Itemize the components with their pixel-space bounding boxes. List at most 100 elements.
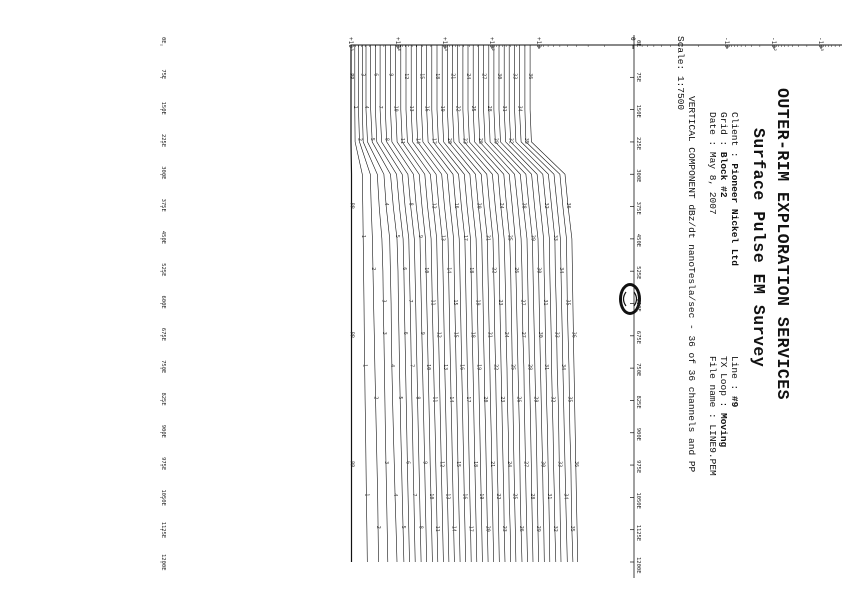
station-tick-label: 825E: [160, 392, 166, 405]
channel-curve: [529, 45, 578, 563]
station-tick-label: 900E: [160, 425, 166, 438]
channel-label: 5: [369, 138, 375, 141]
channel-label: 23: [501, 526, 507, 532]
channel-curve: [375, 45, 410, 563]
channel-label: 9: [388, 73, 394, 76]
channel-label: 2: [373, 396, 379, 399]
channel-label: 20: [482, 396, 488, 402]
channel-label: 8: [415, 396, 421, 399]
channel-curve: [503, 45, 551, 563]
channel-label: 25: [507, 235, 513, 241]
channel-label: 33: [512, 73, 518, 79]
channel-label: 29: [529, 235, 535, 241]
channel-label: 14: [446, 267, 452, 273]
channel-label: PP: [349, 332, 355, 338]
value-tick-label: -10²: [770, 37, 777, 51]
channel-label: 24: [503, 332, 509, 338]
channel-label: 15: [455, 461, 461, 467]
channel-label: 20: [475, 203, 481, 209]
station-tick-label: 300E: [160, 166, 166, 179]
channel-curve: [390, 45, 427, 563]
channel-label: 34: [563, 493, 569, 499]
channel-curve: [447, 45, 489, 563]
channel-label: 15: [453, 332, 459, 338]
channel-label: 25: [509, 364, 515, 370]
station-tick-label: 975E: [160, 457, 166, 470]
channel-label: 6: [372, 73, 378, 76]
channel-label: 36: [565, 203, 571, 209]
channel-label: 24: [465, 73, 471, 79]
channel-label: 16: [459, 364, 465, 370]
channel-label: 26: [518, 526, 524, 532]
channel-label: 22: [491, 267, 497, 273]
station-tick-label-right: 600E: [635, 299, 641, 312]
channel-label: 19: [439, 106, 445, 112]
logo-mark: [622, 291, 638, 307]
channel-curve: [354, 45, 368, 563]
channel-label: 12: [436, 332, 442, 338]
channel-curve: [361, 45, 389, 563]
channel-label: 16: [453, 203, 459, 209]
channel-label: 24: [506, 461, 512, 467]
station-tick-label-right: 1125E: [635, 525, 641, 542]
channel-curve: [421, 45, 461, 563]
station-tick-label: 225E: [160, 134, 166, 147]
station-tick-label: 1050E: [160, 489, 166, 506]
channel-label: 13: [445, 493, 451, 499]
station-tick-label: 375E: [160, 199, 166, 212]
channel-label: 13: [442, 364, 448, 370]
channel-label: 27: [520, 332, 526, 338]
channel-label: 4: [383, 203, 389, 206]
channel-curve: [457, 45, 500, 563]
value-tick-label: -10: [723, 37, 730, 48]
value-tick-label: -10³: [817, 37, 824, 51]
station-tick-label: 75E: [160, 69, 166, 79]
station-tick-label: 750E: [160, 360, 166, 373]
channel-label: 35: [523, 138, 529, 144]
channel-label: 6: [401, 267, 407, 270]
channel-label: 32: [549, 396, 555, 402]
value-tick-label: +10²: [488, 37, 495, 51]
channel-label: 31: [542, 300, 548, 306]
channel-label: 19: [478, 493, 484, 499]
channel-label: 27: [481, 73, 487, 79]
station-tick-label: 675E: [160, 328, 166, 341]
channel-label: 28: [520, 203, 526, 209]
channel-curve: [358, 45, 379, 563]
channel-label: 36: [527, 73, 533, 79]
channel-label: 28: [526, 364, 532, 370]
station-tick-label: 1200E: [160, 554, 166, 571]
channel-label: 28: [486, 106, 492, 112]
channel-label: 7: [407, 300, 413, 303]
value-tick-label: +10: [535, 37, 542, 48]
channel-label: 9: [419, 332, 425, 335]
station-tick-label: 600E: [160, 296, 166, 309]
channel-curve: [472, 45, 517, 563]
channel-label: 11: [434, 526, 440, 532]
channel-curve: [384, 45, 422, 563]
axis-layer: -10⁵-10⁴-10³-10²-100+10+10²+10³+10⁴+10⁵0…: [160, 35, 842, 578]
station-tick-label: 1125E: [160, 522, 166, 539]
station-tick-label: 450E: [160, 231, 166, 244]
channel-label: PP: [348, 73, 354, 79]
channel-label: 10: [423, 267, 429, 273]
station-tick-label: 150E: [160, 102, 166, 115]
channel-label: 12: [438, 461, 444, 467]
channel-label: 6: [404, 461, 410, 464]
channel-label: 29: [535, 526, 541, 532]
channel-label: 34: [558, 267, 564, 273]
channel-label: 21: [486, 332, 492, 338]
station-tick-label-right: 825E: [635, 395, 641, 408]
channel-label: 28: [529, 493, 535, 499]
channel-label: 16: [461, 493, 467, 499]
station-tick-label-right: 1200E: [635, 557, 641, 574]
channel-curve: [508, 45, 557, 563]
channel-curve: [514, 45, 562, 563]
channel-label: 1: [352, 106, 358, 109]
channel-label: 27: [523, 461, 529, 467]
channel-labels: PPPPPPPP11112222333344445555666677778888…: [348, 73, 579, 531]
channel-label: 22: [455, 106, 461, 112]
channel-label: 15: [452, 300, 458, 306]
station-tick-label: 0E: [160, 37, 166, 44]
